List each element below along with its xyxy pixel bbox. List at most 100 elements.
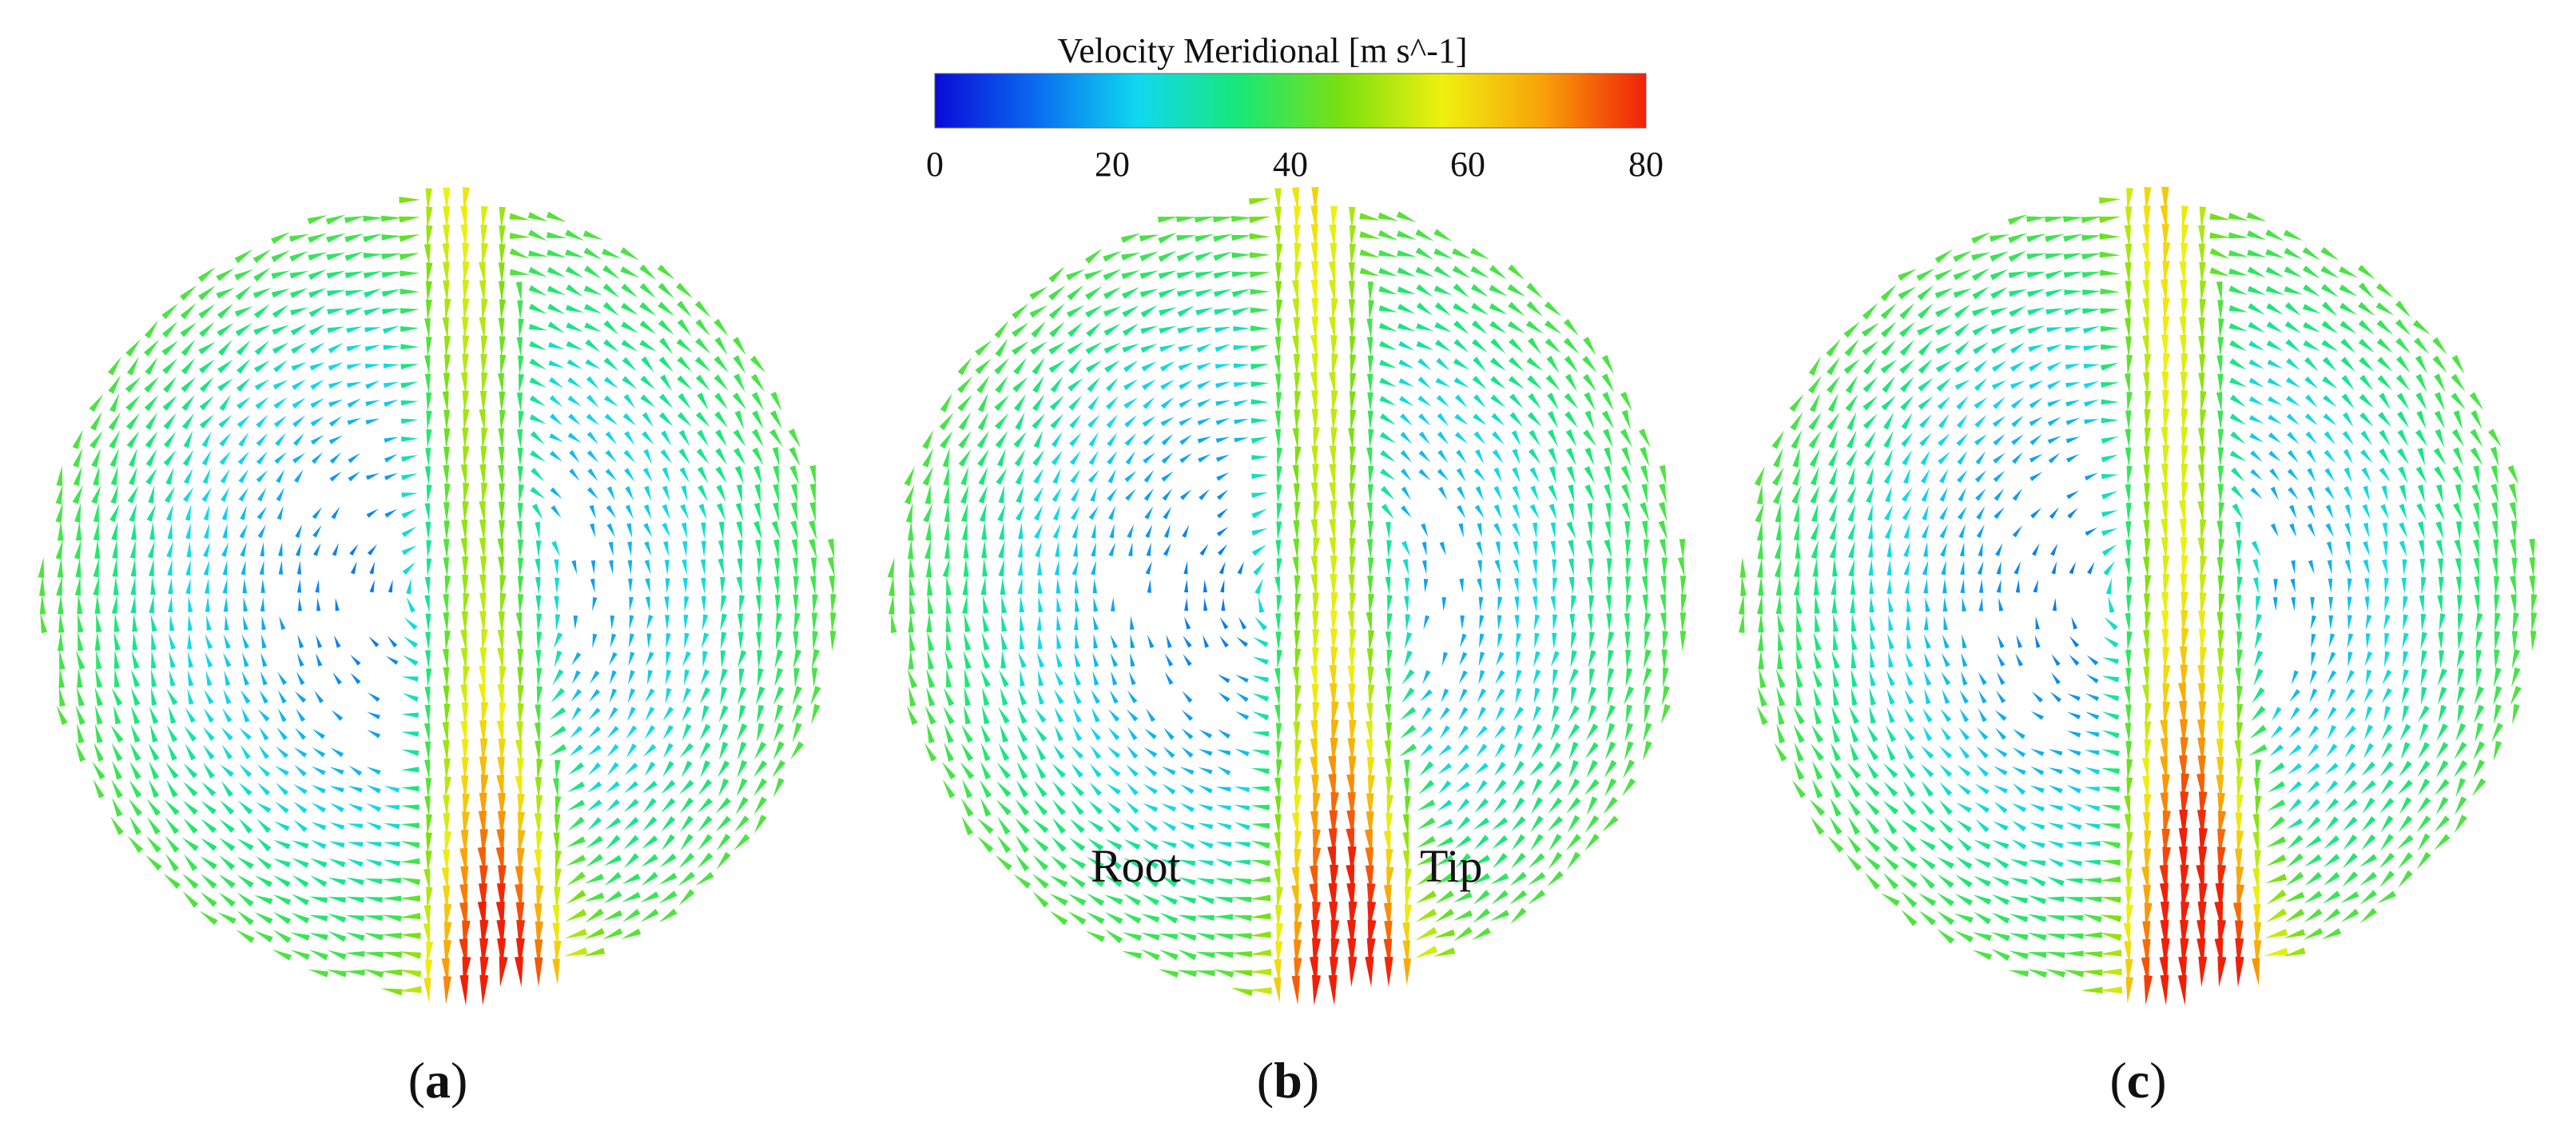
velocity-vector <box>2475 649 2482 669</box>
velocity-vector <box>2360 449 2373 464</box>
velocity-vector <box>1490 338 1506 354</box>
velocity-vector <box>481 482 488 505</box>
velocity-vector <box>366 767 381 775</box>
velocity-vector <box>1777 705 1785 725</box>
velocity-vector <box>277 707 287 723</box>
velocity-vector <box>2288 798 2302 813</box>
velocity-vector <box>2085 711 2100 720</box>
velocity-vector <box>2475 631 2483 651</box>
velocity-vector <box>1176 251 1195 262</box>
velocity-vector <box>1794 742 1804 762</box>
velocity-vector <box>2065 859 2082 866</box>
velocity-vector <box>1960 560 1965 575</box>
velocity-vector <box>1547 411 1559 429</box>
velocity-vector <box>2125 206 2133 230</box>
velocity-vector <box>1473 394 1486 408</box>
velocity-vector <box>2066 748 2081 756</box>
velocity-vector <box>272 325 290 335</box>
velocity-vector <box>479 883 487 914</box>
velocity-vector <box>909 594 916 615</box>
velocity-vector <box>1385 686 1393 707</box>
velocity-vector <box>162 358 178 375</box>
velocity-vector <box>2456 649 2465 669</box>
velocity-vector <box>1195 271 1214 278</box>
velocity-vector <box>1990 269 2009 281</box>
velocity-vector <box>2347 578 2352 594</box>
velocity-vector <box>945 631 952 651</box>
velocity-vector <box>999 670 1009 687</box>
velocity-vector <box>1552 577 1558 594</box>
velocity-vector <box>657 265 675 280</box>
velocity-vector <box>1311 297 1319 323</box>
velocity-vector <box>602 283 620 298</box>
velocity-vector <box>1902 780 1915 798</box>
velocity-vector <box>2066 490 2080 500</box>
velocity-vector <box>1886 743 1896 761</box>
velocity-vector <box>426 262 433 285</box>
velocity-vector <box>2402 632 2409 649</box>
velocity-vector <box>1052 524 1061 540</box>
velocity-vector <box>604 872 622 886</box>
velocity-vector <box>1386 794 1394 818</box>
velocity-vector <box>1350 519 1357 542</box>
velocity-vector <box>1903 726 1915 741</box>
velocity-vector <box>2028 344 2045 352</box>
velocity-vector <box>1233 326 1250 332</box>
velocity-vector <box>350 561 357 575</box>
velocity-vector <box>961 815 974 835</box>
velocity-vector <box>2250 468 2263 481</box>
velocity-vector <box>2308 707 2320 721</box>
velocity-vector <box>1900 874 1918 889</box>
velocity-vector <box>1012 303 1029 320</box>
velocity-vector <box>2200 556 2207 579</box>
velocity-vector <box>2045 233 2065 242</box>
velocity-vector <box>74 503 81 523</box>
velocity-vector <box>2063 216 2084 223</box>
velocity-vector <box>640 891 659 903</box>
velocity-vector <box>2303 927 2324 940</box>
velocity-vector <box>586 781 602 793</box>
velocity-vector <box>1919 873 1935 890</box>
velocity-vector <box>554 814 561 836</box>
velocity-vector <box>622 873 641 885</box>
velocity-vector <box>2265 908 2288 923</box>
velocity-vector <box>516 920 526 950</box>
velocity-vector <box>658 356 674 372</box>
velocity-vector <box>2160 901 2169 932</box>
velocity-vector <box>499 391 506 413</box>
velocity-vector <box>443 685 450 707</box>
velocity-vector <box>2510 594 2517 615</box>
velocity-vector <box>1232 307 1250 316</box>
velocity-vector <box>1051 836 1067 852</box>
velocity-vector <box>1073 671 1082 686</box>
velocity-vector <box>1415 266 1434 277</box>
velocity-vector <box>149 724 158 743</box>
velocity-vector <box>1864 449 1877 467</box>
velocity-vector <box>1067 377 1083 392</box>
velocity-vector <box>1130 652 1135 667</box>
velocity-vector <box>162 395 177 411</box>
velocity-vector <box>1453 891 1473 903</box>
velocity-vector <box>1847 835 1862 854</box>
velocity-vector <box>2302 265 2321 279</box>
velocity-vector <box>329 452 342 464</box>
velocity-vector <box>260 652 268 667</box>
velocity-vector <box>1791 466 1801 486</box>
velocity-vector <box>582 230 603 241</box>
velocity-vector <box>1510 907 1527 924</box>
velocity-vector <box>714 337 728 356</box>
velocity-vector <box>1092 652 1099 667</box>
velocity-vector <box>1849 706 1859 724</box>
velocity-vector <box>2142 279 2150 304</box>
velocity-vector <box>2101 528 2118 536</box>
velocity-vector <box>1881 893 1900 906</box>
velocity-vector <box>604 413 618 426</box>
velocity-vector <box>399 913 421 919</box>
velocity-vector <box>1604 778 1617 797</box>
velocity-vector <box>1380 468 1396 481</box>
velocity-vector <box>2288 487 2299 500</box>
velocity-vector <box>2125 704 2132 725</box>
velocity-vector <box>716 503 725 521</box>
velocity-vector <box>1624 741 1634 761</box>
velocity-vector <box>1401 486 1411 500</box>
